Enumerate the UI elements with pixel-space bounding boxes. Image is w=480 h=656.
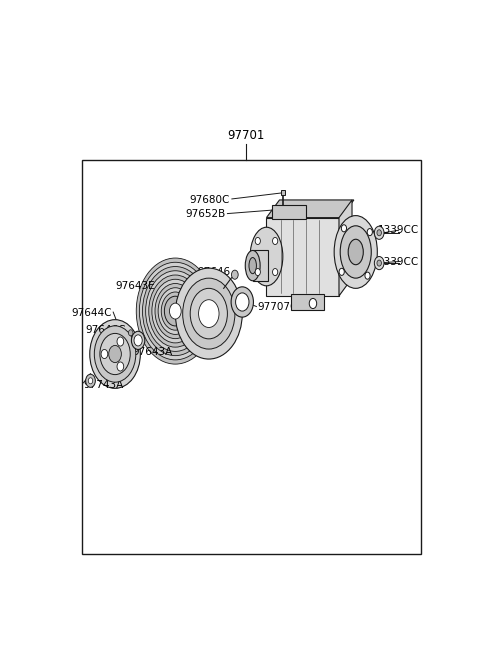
Circle shape [101,350,108,359]
Text: 97711D: 97711D [183,331,224,341]
Ellipse shape [367,228,372,236]
Ellipse shape [190,289,228,339]
Ellipse shape [94,326,136,382]
Ellipse shape [152,279,199,343]
Ellipse shape [143,266,208,356]
Ellipse shape [100,333,130,375]
Text: 97644C: 97644C [72,308,112,318]
Circle shape [255,237,260,245]
Ellipse shape [339,268,344,276]
FancyBboxPatch shape [83,159,421,554]
FancyBboxPatch shape [252,251,267,281]
Ellipse shape [236,293,249,311]
Text: 97743A: 97743A [83,380,123,390]
FancyBboxPatch shape [290,295,324,310]
Circle shape [377,230,382,236]
Ellipse shape [245,251,260,281]
Ellipse shape [169,303,181,319]
Text: 97646: 97646 [198,267,231,277]
Ellipse shape [183,278,235,349]
Ellipse shape [365,272,370,279]
Circle shape [255,268,260,276]
Ellipse shape [199,300,219,327]
Circle shape [273,237,278,245]
Ellipse shape [231,287,253,317]
Ellipse shape [155,283,196,338]
Ellipse shape [175,268,242,359]
Text: 97643E: 97643E [115,281,155,291]
Ellipse shape [334,216,377,289]
Ellipse shape [145,271,205,352]
Circle shape [88,378,93,384]
Circle shape [231,270,238,279]
Text: 1339CC: 1339CC [378,256,419,266]
Ellipse shape [249,258,256,274]
Ellipse shape [161,292,190,330]
Circle shape [85,374,96,387]
Ellipse shape [134,335,142,346]
Text: 97707C: 97707C [257,302,298,312]
Ellipse shape [132,331,145,350]
Circle shape [117,337,124,346]
Circle shape [377,260,382,266]
FancyBboxPatch shape [281,190,286,195]
Text: 97646C: 97646C [86,325,126,335]
Text: 97701: 97701 [228,129,264,142]
Circle shape [117,362,124,371]
Ellipse shape [348,239,363,265]
Polygon shape [339,200,352,296]
Ellipse shape [341,225,347,232]
Ellipse shape [340,226,371,278]
Ellipse shape [164,297,186,326]
Ellipse shape [149,275,202,347]
Text: 97643A: 97643A [132,348,173,358]
Ellipse shape [250,227,283,286]
Circle shape [309,298,317,308]
Ellipse shape [158,288,192,335]
Ellipse shape [90,319,140,388]
Circle shape [273,268,278,276]
Circle shape [374,226,384,239]
FancyBboxPatch shape [266,218,339,296]
Circle shape [374,256,384,270]
Text: 97652B: 97652B [185,209,226,219]
Ellipse shape [109,346,121,363]
FancyBboxPatch shape [272,205,305,219]
Circle shape [129,330,133,336]
Ellipse shape [139,262,211,360]
Text: 97680C: 97680C [189,195,229,205]
Ellipse shape [136,258,215,364]
Polygon shape [266,200,354,218]
Text: 1339CC: 1339CC [378,225,419,236]
